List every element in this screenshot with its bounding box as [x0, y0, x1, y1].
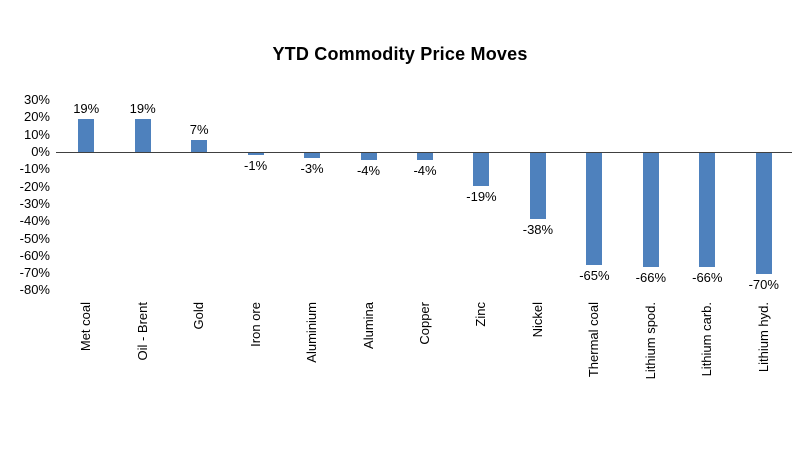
bar: [247, 153, 264, 155]
bar: [755, 153, 772, 275]
category-label: Alumina: [360, 302, 376, 349]
bar: [699, 153, 716, 268]
y-tick-label: -40%: [19, 213, 50, 229]
bar-value-label: -38%: [522, 221, 554, 237]
bar-value-label: -3%: [300, 161, 324, 177]
bar-value-label: 19%: [73, 101, 100, 117]
bar-value-label: -1%: [244, 157, 268, 173]
category-label: Zinc: [473, 302, 489, 327]
bar-value-label: -4%: [356, 162, 381, 178]
y-tick-label: -10%: [19, 161, 50, 177]
bar-value-label: -65%: [579, 268, 610, 284]
zero-axis-line: [56, 152, 792, 153]
bar: [586, 153, 603, 266]
y-tick-label: -70%: [19, 265, 50, 281]
category-label: Thermal coal: [586, 302, 602, 378]
bar-value-label: 19%: [129, 101, 156, 117]
y-tick-label: -30%: [19, 195, 50, 211]
y-tick-label: -60%: [19, 247, 50, 263]
bar: [417, 153, 433, 160]
category-label: Copper: [417, 302, 432, 345]
y-tick-label: -50%: [19, 230, 50, 246]
bar-value-label: -70%: [748, 277, 779, 293]
category-label: Lithium spod.: [642, 302, 658, 380]
bar: [134, 119, 151, 152]
category-label: Aluminium: [304, 302, 320, 363]
bar: [304, 153, 321, 159]
y-tick-label: -80%: [19, 282, 50, 298]
bar: [360, 153, 377, 160]
bar: [191, 139, 208, 152]
category-label: Met coal: [78, 302, 94, 352]
bar: [78, 119, 95, 152]
bar-value-label: -4%: [413, 162, 437, 178]
bar-value-label: -66%: [635, 270, 667, 286]
category-label: Oil - Brent: [134, 302, 150, 361]
category-label: Nickel: [529, 302, 545, 338]
bar: [642, 153, 659, 268]
y-tick-label: 30%: [23, 92, 50, 108]
category-label: Lithium carb.: [699, 302, 715, 377]
bar-value-label: -19%: [466, 188, 497, 204]
category-label: Iron ore: [247, 302, 263, 347]
chart-title: YTD Commodity Price Moves: [272, 44, 528, 64]
bar: [529, 153, 546, 219]
category-label: Gold: [191, 302, 207, 330]
y-tick-label: -20%: [19, 178, 50, 194]
bar: [473, 153, 490, 186]
y-tick-label: 20%: [23, 109, 50, 125]
bar-value-label: -66%: [692, 270, 723, 286]
bar-value-label: 7%: [189, 121, 209, 137]
y-tick-label: 0%: [31, 144, 50, 159]
category-label: Lithium hyd.: [755, 302, 771, 373]
y-tick-label: 10%: [23, 126, 50, 142]
